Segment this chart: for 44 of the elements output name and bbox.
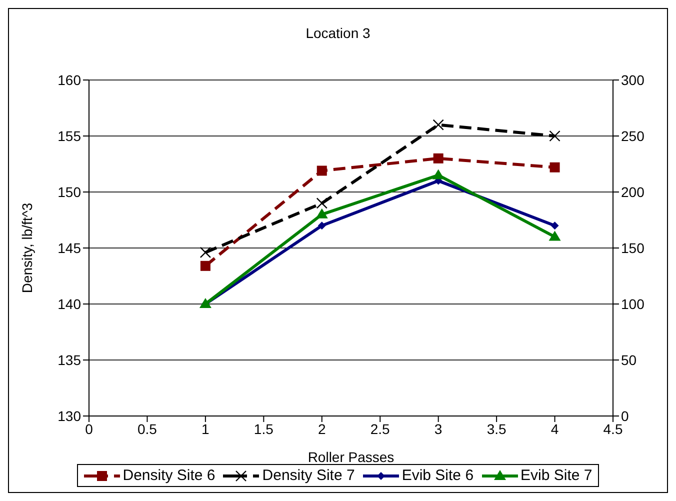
point <box>549 130 560 142</box>
x-tick-label: 2.5 <box>370 420 390 437</box>
y2-tick-label: 300 <box>621 72 645 88</box>
point <box>200 260 210 271</box>
point <box>550 162 560 172</box>
point <box>316 208 328 218</box>
x-axis-title: Roller Passes <box>308 449 394 465</box>
point <box>433 153 444 164</box>
y-tick-label: 150 <box>58 184 82 200</box>
y-tick-label: 155 <box>58 128 82 144</box>
y2-tick-label: 200 <box>621 184 645 200</box>
y2-tick-label: 50 <box>621 352 637 368</box>
y2-tick-label: 150 <box>621 240 645 256</box>
y-tick-label: 135 <box>58 352 82 368</box>
y-tick-label: 130 <box>58 408 82 424</box>
point <box>316 198 328 209</box>
point <box>432 119 444 130</box>
legend-label: Evib Site 7 <box>520 467 592 484</box>
point <box>318 222 326 230</box>
point <box>200 246 212 258</box>
x-tick-label: 1 <box>202 420 210 437</box>
x-tick-label: 3 <box>434 420 442 437</box>
y-tick-label: 160 <box>58 72 82 88</box>
x-tick-label: 0.5 <box>137 420 158 437</box>
legend-label: Density Site 6 <box>122 467 216 484</box>
point <box>432 169 444 180</box>
y2-tick-label: 250 <box>621 128 645 144</box>
legend-label: Density Site 7 <box>262 467 355 484</box>
x-tick-label: 2 <box>318 420 326 437</box>
x-tick-label: 3.5 <box>486 420 506 437</box>
y-tick-label: 140 <box>58 296 82 312</box>
x-tick-label: 4 <box>550 420 559 437</box>
y2-tick-label: 0 <box>621 408 629 424</box>
y2-tick-label: 100 <box>621 296 645 312</box>
x-tick-label: 4.5 <box>603 420 623 437</box>
chart-title: Location 3 <box>304 25 372 41</box>
y-axis-title: Density, lb/ft^3 <box>18 202 35 294</box>
legend-label: Evib Site 6 <box>402 467 474 484</box>
x-tick-label: 0 <box>85 420 94 437</box>
x-tick-label: 1.5 <box>254 420 274 437</box>
point <box>550 222 559 230</box>
y-tick-label: 145 <box>58 240 82 256</box>
point <box>316 166 327 176</box>
point <box>548 230 561 241</box>
